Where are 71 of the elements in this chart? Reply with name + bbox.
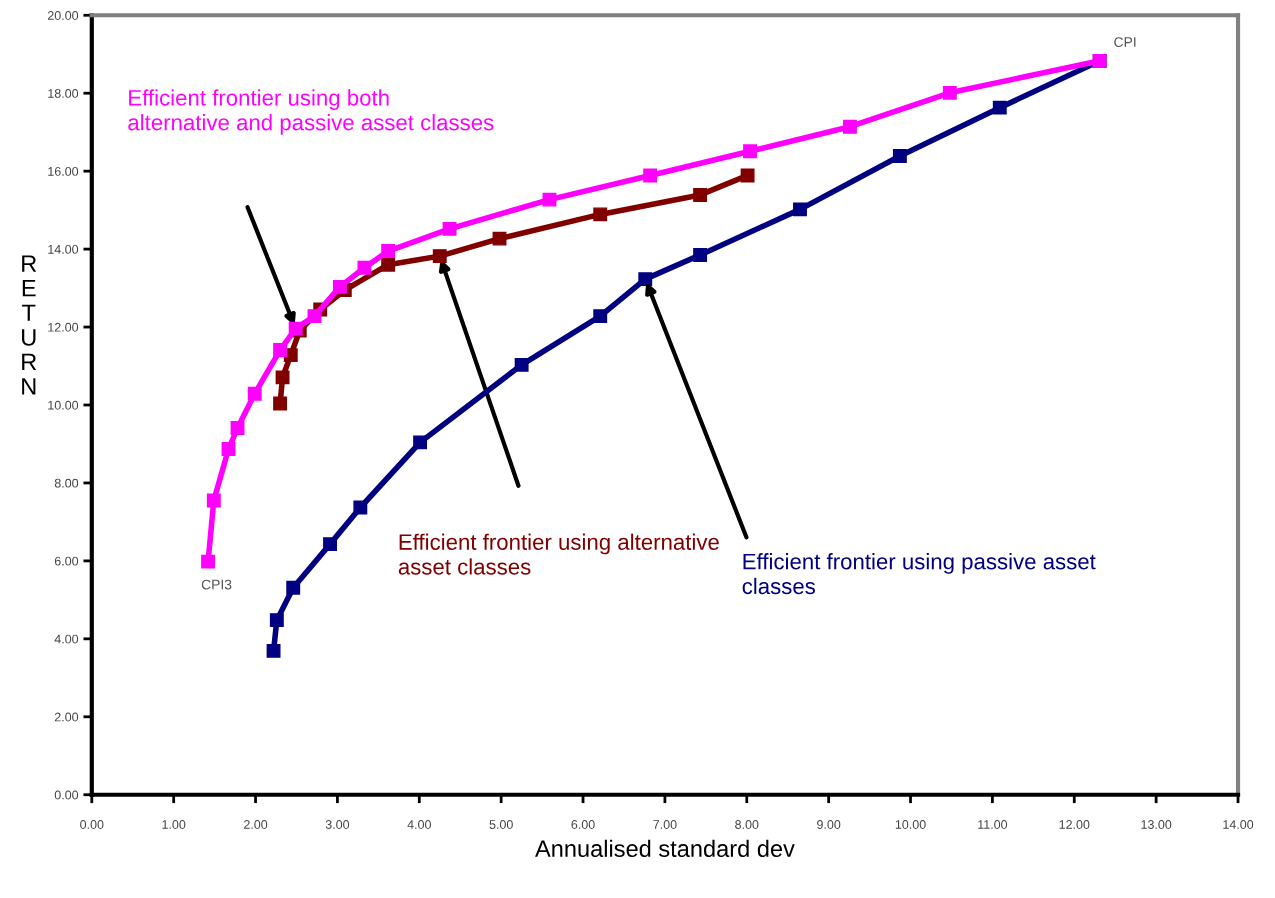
text: Efficient frontier using both alternative and passive asset classes: [128, 89, 494, 135]
point: [221, 442, 236, 456]
annotation: CPI3: [201, 579, 232, 590]
point: [269, 613, 284, 628]
x-tick-label: 2.00: [244, 820, 268, 829]
y-tick-label: 0.00: [54, 790, 79, 800]
point: [514, 357, 529, 372]
point: [275, 370, 290, 385]
point: [693, 187, 708, 202]
x-tick-label: 6.00: [571, 820, 595, 829]
x-tick-label: 0.00: [80, 820, 104, 829]
x-tick-label: 12.00: [1059, 820, 1090, 829]
x-tick-label: 13.00: [1141, 820, 1172, 829]
point: [357, 260, 372, 275]
point: [266, 643, 281, 658]
point: [843, 119, 857, 134]
x-axis-title: Annualised standard dev: [535, 839, 795, 858]
point: [201, 554, 216, 569]
point: [206, 493, 221, 508]
y-axis-title: RETURN: [22, 255, 37, 395]
y-tick-label: 2.00: [54, 712, 79, 722]
point: [793, 202, 807, 217]
x-tick-label: 14.00: [1223, 820, 1254, 829]
point: [381, 244, 396, 258]
point: [247, 386, 262, 401]
point: [740, 168, 755, 183]
x-tick-label: 10.00: [895, 820, 926, 829]
point: [432, 249, 447, 264]
point: [593, 309, 608, 324]
point: [286, 580, 301, 595]
point: [743, 144, 758, 159]
text: Efficient frontier using alternative asset classes: [398, 533, 719, 575]
point: [593, 207, 608, 222]
point: [693, 248, 708, 262]
point: [307, 309, 322, 324]
y-tick-label: 16.00: [48, 166, 79, 176]
point: [353, 500, 368, 515]
y-tick-label: 20.00: [47, 11, 79, 20]
x-tick-label: 7.00: [653, 820, 677, 829]
annotation: CPI: [1114, 37, 1136, 48]
x-tick-label: 3.00: [325, 820, 350, 829]
text: Efficient frontier using passive asset classes: [742, 553, 1096, 595]
x-tick-label: 9.00: [817, 820, 841, 829]
y-tick-label: 10.00: [48, 400, 79, 410]
point: [323, 537, 337, 552]
y-tick-label: 18.00: [48, 89, 79, 98]
point: [288, 321, 303, 336]
point: [492, 231, 507, 246]
point: [381, 257, 396, 272]
point: [413, 435, 428, 450]
x-tick-label: 1.00: [162, 820, 186, 829]
y-tick-label: 14.00: [48, 244, 79, 254]
x-tick-label: 5.00: [489, 820, 513, 829]
x-tick-label: 4.00: [407, 820, 431, 829]
point: [332, 279, 347, 294]
point: [638, 272, 653, 287]
y-tick-label: 4.00: [54, 634, 79, 644]
point: [230, 421, 245, 435]
point: [892, 149, 907, 163]
y-tick-label: 8.00: [54, 478, 79, 488]
point: [643, 168, 658, 183]
x-tick-label: 11.00: [978, 820, 1008, 829]
point: [273, 343, 288, 357]
x-tick-label: 8.00: [735, 820, 759, 829]
point: [542, 192, 557, 207]
point: [942, 85, 957, 100]
y-tick-label: 6.00: [54, 556, 79, 566]
point: [442, 221, 457, 236]
point: [273, 396, 288, 411]
point: [992, 100, 1007, 115]
y-tick-label: 12.00: [48, 322, 79, 332]
